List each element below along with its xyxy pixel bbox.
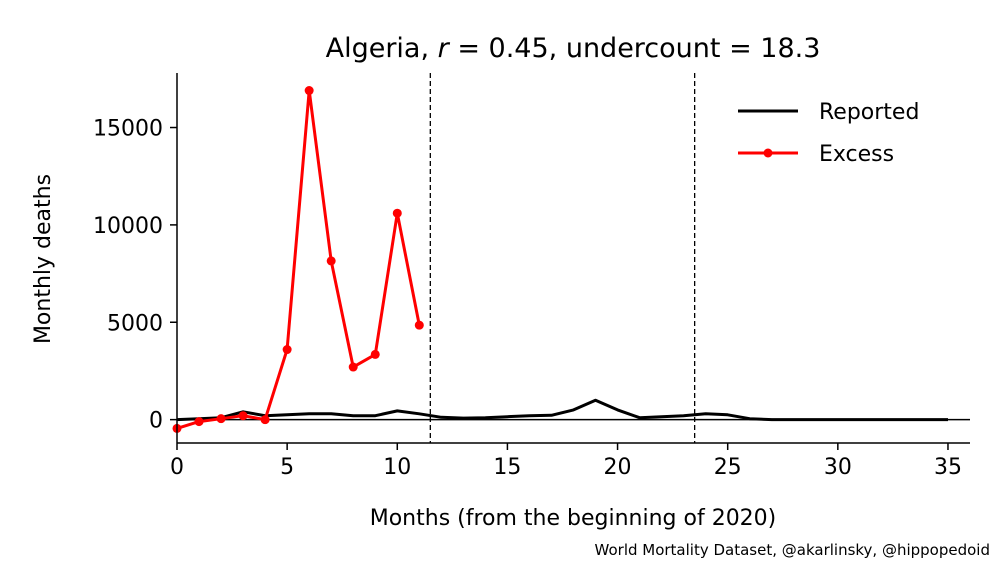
x-axis-label: Months (from the beginning of 2020) — [370, 506, 777, 531]
x-tick-label: 35 — [934, 455, 962, 480]
series-line-excess — [176, 89, 421, 430]
x-tick-label: 30 — [824, 455, 852, 480]
data-point-excess — [326, 256, 336, 266]
data-point-excess — [238, 411, 248, 421]
data-point-excess — [304, 86, 314, 96]
y-tick-label: 0 — [149, 409, 163, 434]
data-point-excess — [414, 320, 424, 330]
x-tick-label: 25 — [714, 455, 742, 480]
title-r-symbol: r — [438, 33, 451, 64]
x-tick-label: 5 — [280, 455, 294, 480]
legend-label-reported: Reported — [819, 100, 919, 125]
y-tick-label: 15000 — [93, 117, 163, 142]
data-point-excess — [370, 349, 380, 359]
x-tick-label: 20 — [604, 455, 632, 480]
chart-title: Algeria, r = 0.45, undercount = 18.3 — [326, 33, 821, 64]
credit-text: World Mortality Dataset, @akarlinsky, @h… — [595, 541, 990, 559]
y-tick-label: 10000 — [93, 214, 163, 239]
title-r-text: = 0.45, — [449, 33, 566, 64]
series-line-reported — [176, 398, 948, 422]
data-point-excess — [260, 415, 270, 425]
y-axis-label: Monthly deaths — [31, 174, 56, 344]
data-point-excess — [216, 414, 226, 424]
legend-marker-excess — [763, 148, 773, 158]
title-undercount: undercount = 18.3 — [566, 33, 821, 64]
title-country: Algeria — [326, 33, 421, 64]
x-tick-label: 10 — [383, 455, 411, 480]
legend: Reported Excess — [738, 100, 919, 167]
y-tick-label: 5000 — [107, 311, 163, 336]
data-point-excess — [282, 345, 292, 355]
x-tick-label: 0 — [170, 455, 184, 480]
x-tick-label: 15 — [493, 455, 521, 480]
plot-area: 0 5 10 15 20 25 30 35 0 5000 10000 15000 — [93, 73, 970, 480]
data-point-excess — [348, 362, 358, 372]
data-point-excess — [392, 208, 402, 218]
data-point-excess — [194, 417, 204, 427]
legend-label-excess: Excess — [819, 142, 894, 167]
